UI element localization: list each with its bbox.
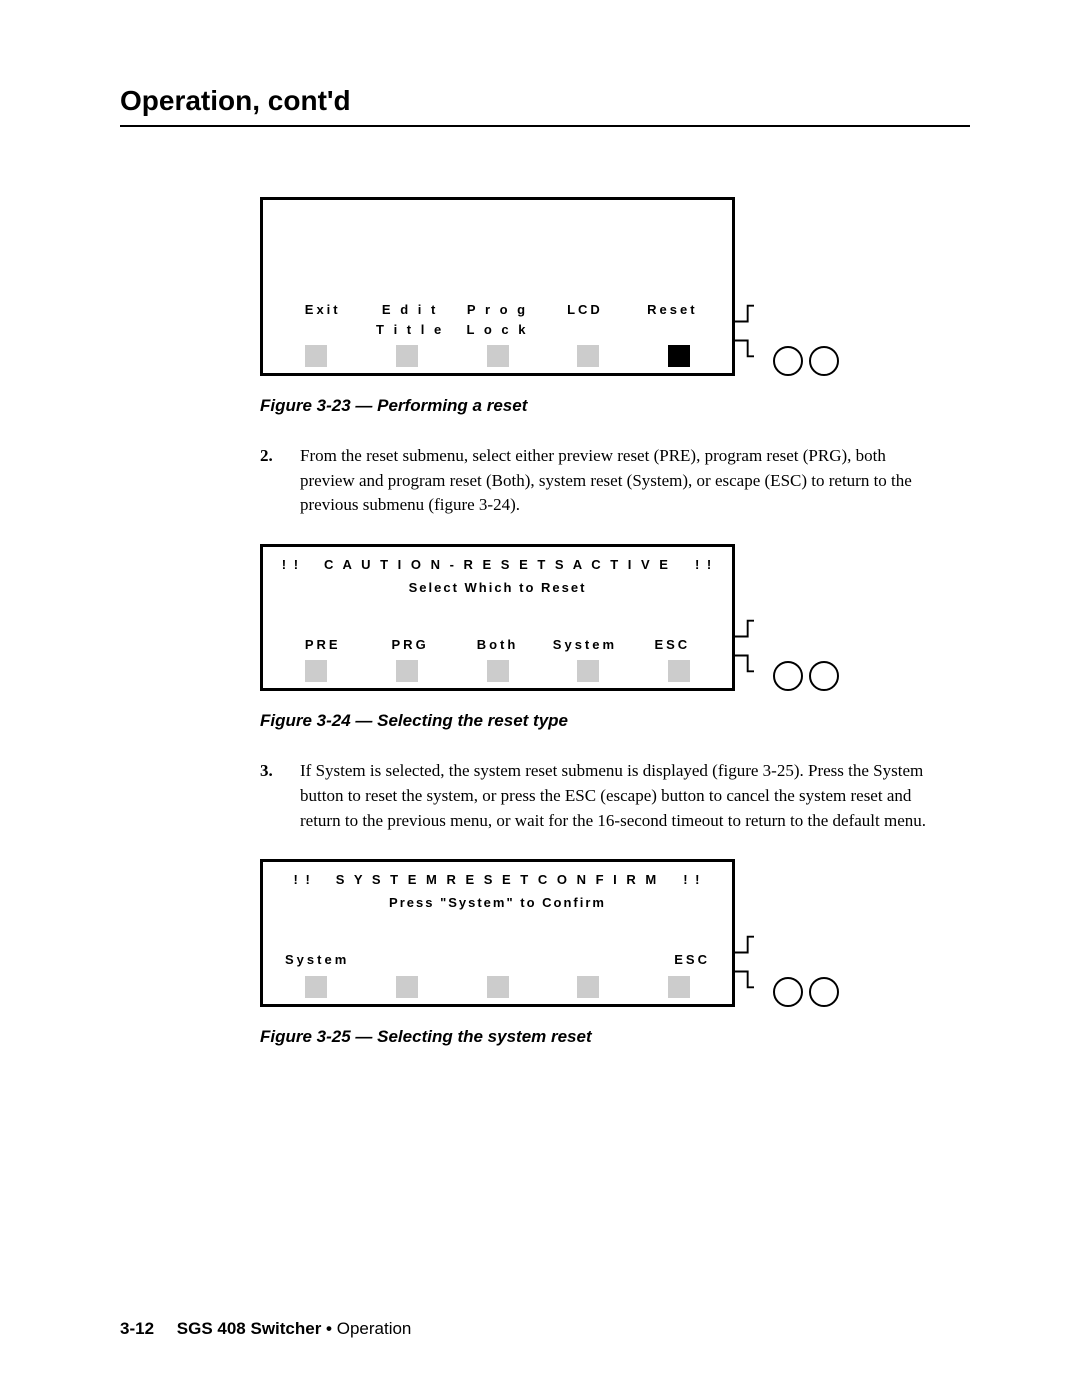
softkey-1[interactable] [305, 976, 327, 998]
page-number: 3-12 [120, 1319, 154, 1338]
rotary-knob-1[interactable] [773, 977, 803, 1007]
step-3-number: 3. [260, 759, 300, 833]
figure-25-caption: Figure 3-25 — Selecting the system reset [260, 1027, 970, 1047]
softkey-3[interactable] [487, 660, 509, 682]
softkey-5[interactable] [668, 345, 690, 367]
lcd-button-labels: Exit E d i tT i t l e P r o gL o c k LCD… [279, 300, 716, 339]
btn-label-system: System [285, 952, 349, 967]
warning-bangs-right: ! ! [695, 557, 713, 572]
softkey-3[interactable] [487, 976, 509, 998]
rotary-knob-2[interactable] [809, 977, 839, 1007]
lcd-button-labels: System ESC [279, 950, 716, 970]
step-2-number: 2. [260, 444, 300, 518]
btn-label-esc: ESC [674, 952, 710, 967]
page-title: Operation, cont'd [120, 85, 970, 117]
rotary-knob-1[interactable] [773, 346, 803, 376]
figure-24-caption: Figure 3-24 — Selecting the reset type [260, 711, 970, 731]
knob-connector-icon [735, 601, 773, 691]
step-2: 2. From the reset submenu, select either… [260, 444, 930, 518]
softkey-5[interactable] [668, 660, 690, 682]
softkey-2[interactable] [396, 660, 418, 682]
lcd-button-labels: PRE PRG Both System ESC [279, 635, 716, 655]
rotary-knob-1[interactable] [773, 661, 803, 691]
footer-title-bold: SGS 408 Switcher • [177, 1319, 337, 1338]
btn-label-edit-title: E d i tT i t l e [376, 302, 444, 337]
footer-title-normal: Operation [337, 1319, 412, 1338]
lcd-button-row [279, 660, 716, 682]
btn-label-exit: Exit [305, 302, 341, 317]
softkey-4[interactable] [577, 345, 599, 367]
figure-24: ! ! C A U T I O N - R E S E T S A C T I … [260, 544, 970, 692]
title-rule [120, 125, 970, 127]
lcd-header-main: C A U T I O N - R E S E T S A C T I V E [324, 557, 671, 572]
softkey-3[interactable] [487, 345, 509, 367]
knob-connector-icon [735, 286, 773, 376]
softkey-4[interactable] [577, 976, 599, 998]
btn-label-esc: ESC [654, 637, 690, 652]
softkey-4[interactable] [577, 660, 599, 682]
lcd-frame-24: ! ! C A U T I O N - R E S E T S A C T I … [260, 544, 735, 692]
step-2-text: From the reset submenu, select either pr… [300, 444, 930, 518]
lcd-frame-25: ! ! S Y S T E M R E S E T C O N F I R M … [260, 859, 735, 1007]
btn-label-pre: PRE [305, 637, 341, 652]
figure-23: Exit E d i tT i t l e P r o gL o c k LCD… [260, 197, 970, 376]
page-footer: 3-12 SGS 408 Switcher • Operation [120, 1319, 411, 1339]
btn-label-prog-lock: P r o gL o c k [467, 302, 529, 337]
step-3: 3. If System is selected, the system res… [260, 759, 930, 833]
softkey-2[interactable] [396, 976, 418, 998]
lcd-header-sub: Press "System" to Confirm [279, 895, 716, 910]
lcd-button-row [279, 976, 716, 998]
btn-label-system: System [553, 637, 617, 652]
softkey-2[interactable] [396, 345, 418, 367]
softkey-1[interactable] [305, 345, 327, 367]
knob-connector-icon [735, 917, 773, 1007]
rotary-knob-2[interactable] [809, 661, 839, 691]
rotary-knob-2[interactable] [809, 346, 839, 376]
btn-label-both: Both [477, 637, 519, 652]
btn-label-lcd: LCD [567, 302, 603, 317]
warning-bangs-right: ! ! [683, 872, 701, 887]
warning-bangs-left: ! ! [282, 557, 300, 572]
btn-label-prg: PRG [392, 637, 429, 652]
lcd-button-row [279, 345, 716, 367]
lcd-frame-23: Exit E d i tT i t l e P r o gL o c k LCD… [260, 197, 735, 376]
figure-25: ! ! S Y S T E M R E S E T C O N F I R M … [260, 859, 970, 1007]
lcd-header-row: ! ! C A U T I O N - R E S E T S A C T I … [279, 557, 716, 572]
warning-bangs-left: ! ! [294, 872, 312, 887]
btn-label-reset: Reset [647, 302, 697, 317]
lcd-header-main: S Y S T E M R E S E T C O N F I R M [336, 872, 659, 887]
step-3-text: If System is selected, the system reset … [300, 759, 930, 833]
lcd-header-row: ! ! S Y S T E M R E S E T C O N F I R M … [279, 872, 716, 887]
softkey-1[interactable] [305, 660, 327, 682]
softkey-5[interactable] [668, 976, 690, 998]
lcd-header-sub: Select Which to Reset [279, 580, 716, 595]
figure-23-caption: Figure 3-23 — Performing a reset [260, 396, 970, 416]
